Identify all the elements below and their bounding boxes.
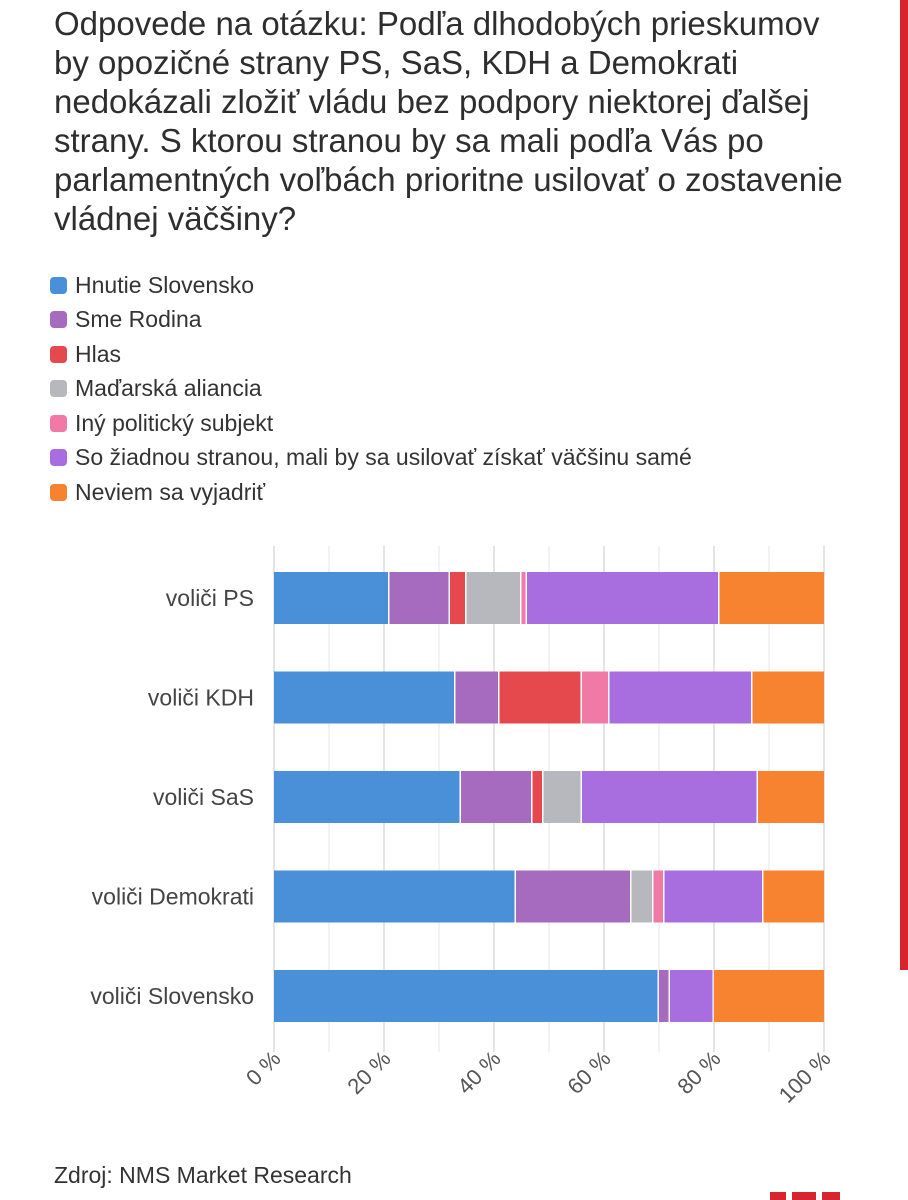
bar-segment <box>763 870 824 923</box>
bar-segment <box>274 970 658 1022</box>
bar-segment <box>758 771 824 823</box>
legend-label: Sme Rodina <box>75 306 202 333</box>
x-tick-label: 20 % <box>342 1046 395 1099</box>
category-label: voliči KDH <box>148 685 254 711</box>
legend: Hnutie Slovensko Sme Rodina Hlas Maďarská a… <box>50 268 692 510</box>
bar-segment <box>714 970 824 1022</box>
category-label: voliči SaS <box>153 784 254 810</box>
bar-segment <box>455 671 498 724</box>
legend-label: Hlas <box>75 340 122 367</box>
bar-segment <box>653 870 663 923</box>
bar-segment <box>582 671 608 724</box>
bar-segment <box>274 771 460 823</box>
legend-item: Neviem sa vyjadriť <box>50 475 692 510</box>
chart-plot: voliči PS voliči KDH voliči SaS voliči Demo… <box>90 546 836 1108</box>
legend-swatch <box>50 483 67 501</box>
legend-swatch <box>50 449 67 467</box>
bar-segment <box>389 572 449 624</box>
bar-segment <box>582 771 757 823</box>
bar-segment <box>752 671 824 724</box>
brand-edge-stripe <box>900 0 908 970</box>
bar-segment <box>499 671 581 724</box>
bar-segment <box>274 870 515 923</box>
legend-item: Sme Rodina <box>50 303 692 338</box>
category-label: voliči PS <box>166 585 254 611</box>
legend-label: Hnutie Slovensko <box>75 271 254 298</box>
legend-item: Iný politický subjekt <box>50 406 692 441</box>
bar-segment <box>466 572 520 624</box>
bar-segment <box>543 771 581 823</box>
x-tick-label: 0 % <box>241 1046 285 1090</box>
bar-segment <box>659 970 669 1022</box>
bar-segment <box>450 572 465 624</box>
legend-swatch <box>50 380 67 398</box>
legend-swatch <box>50 311 67 329</box>
source-note: Zdroj: NMS Market Research <box>54 1162 352 1188</box>
bar-segment <box>719 572 824 624</box>
bar-segment <box>527 572 718 624</box>
publisher-logo <box>770 1192 840 1200</box>
legend-label: Maďarská aliancia <box>75 375 262 402</box>
chart-title: Odpovede na otázku: Podľa dlhodobých pri… <box>54 5 843 237</box>
bar-segment <box>274 671 454 724</box>
x-tick-label: 80 % <box>672 1046 725 1099</box>
legend-label: So žiadnou stranou, mali by sa usilovať … <box>75 444 692 471</box>
x-tick-label: 40 % <box>452 1046 505 1099</box>
category-label: voliči Slovensko <box>90 983 254 1009</box>
legend-swatch <box>50 414 67 432</box>
legend-item: Maďarská aliancia <box>50 372 692 407</box>
legend-item: Hlas <box>50 337 692 372</box>
legend-label: Iný politický subjekt <box>75 409 274 436</box>
bar-segment <box>461 771 531 823</box>
x-tick-label: 100 % <box>774 1046 836 1108</box>
legend-item: Hnutie Slovensko <box>50 268 692 303</box>
legend-label: Neviem sa vyjadriť <box>75 478 266 505</box>
bar-segment <box>516 870 630 923</box>
bar-segment <box>670 970 713 1022</box>
legend-swatch <box>50 276 67 294</box>
x-tick-label: 60 % <box>562 1046 615 1099</box>
category-label: voliči Demokrati <box>92 884 254 910</box>
bar-segment <box>664 870 762 923</box>
bar-segment <box>274 572 388 624</box>
bar-segment <box>609 671 751 724</box>
bar-segment <box>631 870 652 923</box>
legend-item: So žiadnou stranou, mali by sa usilovať … <box>50 441 692 476</box>
bar-segment <box>532 771 542 823</box>
legend-swatch <box>50 345 67 363</box>
bar-segment <box>521 572 526 624</box>
